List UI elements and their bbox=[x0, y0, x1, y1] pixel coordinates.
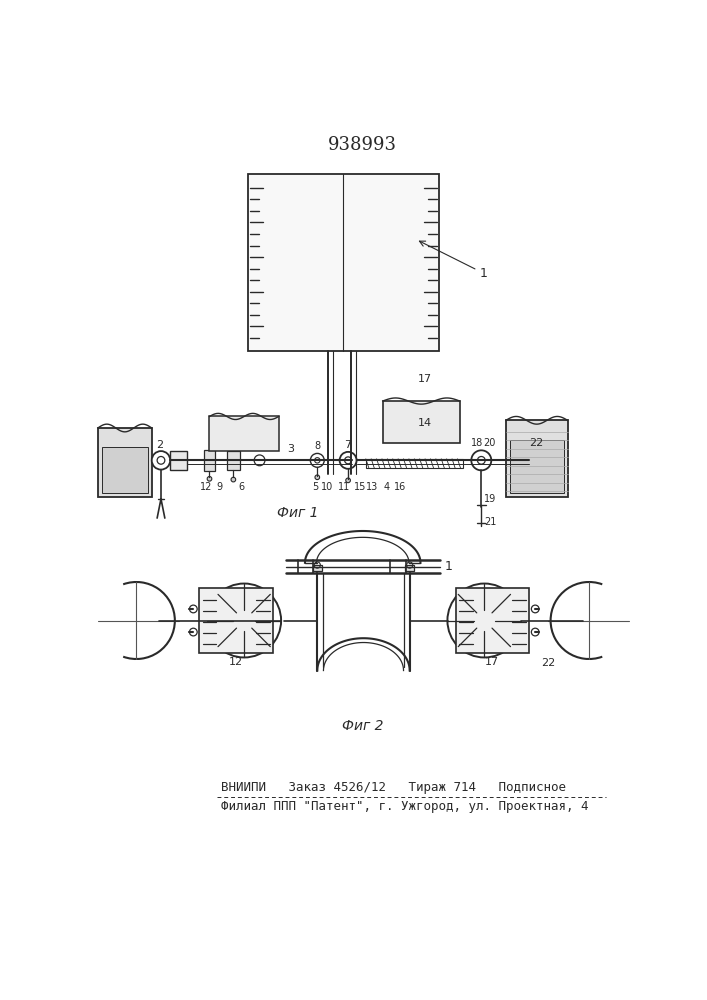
Text: 22: 22 bbox=[541, 658, 556, 668]
Text: 17: 17 bbox=[418, 374, 432, 384]
Circle shape bbox=[472, 450, 491, 470]
Text: 13: 13 bbox=[366, 482, 378, 492]
Text: 6: 6 bbox=[239, 482, 245, 492]
Text: 21: 21 bbox=[484, 517, 497, 527]
Circle shape bbox=[339, 452, 356, 469]
Text: 15: 15 bbox=[354, 482, 366, 492]
Circle shape bbox=[189, 628, 197, 636]
Text: Филиал ППП "Патент", г. Ужгород, ул. Проектная, 4: Филиал ППП "Патент", г. Ужгород, ул. Про… bbox=[221, 800, 588, 813]
Circle shape bbox=[346, 478, 351, 483]
Bar bbox=[312, 565, 322, 571]
Text: 12: 12 bbox=[228, 657, 243, 667]
Text: Фиг 1: Фиг 1 bbox=[277, 506, 319, 520]
Bar bbox=[510, 440, 563, 493]
Text: 3: 3 bbox=[287, 444, 294, 454]
Text: 5: 5 bbox=[312, 482, 319, 492]
Circle shape bbox=[189, 605, 197, 613]
Bar bbox=[170, 451, 187, 470]
Text: 1: 1 bbox=[479, 267, 488, 280]
Bar bbox=[98, 428, 152, 497]
Bar bbox=[248, 174, 439, 351]
Bar bbox=[199, 588, 273, 653]
Text: 8: 8 bbox=[314, 441, 320, 451]
Circle shape bbox=[310, 453, 325, 467]
Bar bbox=[506, 420, 568, 497]
Text: 11: 11 bbox=[338, 482, 351, 492]
Text: 7: 7 bbox=[344, 440, 351, 450]
Circle shape bbox=[207, 584, 281, 657]
Circle shape bbox=[315, 475, 320, 480]
Circle shape bbox=[152, 451, 170, 470]
Bar bbox=[382, 401, 460, 443]
Circle shape bbox=[254, 455, 265, 466]
Circle shape bbox=[532, 628, 539, 636]
Bar bbox=[204, 450, 215, 471]
Bar bbox=[102, 447, 148, 493]
Text: 17: 17 bbox=[485, 657, 499, 667]
Text: 938993: 938993 bbox=[327, 136, 397, 154]
Bar bbox=[366, 459, 463, 468]
Text: 4: 4 bbox=[383, 482, 390, 492]
Text: 16: 16 bbox=[395, 482, 407, 492]
Text: 19: 19 bbox=[484, 494, 496, 504]
Text: 2: 2 bbox=[156, 440, 163, 450]
Circle shape bbox=[231, 477, 235, 482]
Text: 22: 22 bbox=[530, 438, 544, 448]
Text: 10: 10 bbox=[321, 482, 334, 492]
Text: 1: 1 bbox=[444, 560, 452, 573]
Bar bbox=[227, 451, 240, 470]
Bar bbox=[405, 565, 414, 571]
Circle shape bbox=[207, 477, 212, 481]
Text: Фиг 2: Фиг 2 bbox=[342, 719, 383, 733]
Circle shape bbox=[474, 610, 495, 631]
Circle shape bbox=[448, 584, 521, 657]
Text: 9: 9 bbox=[216, 482, 223, 492]
Bar bbox=[456, 588, 529, 653]
Text: 18: 18 bbox=[471, 438, 483, 448]
Circle shape bbox=[233, 610, 255, 631]
Text: ВНИИПИ   Заказ 4526/12   Тираж 714   Подписное: ВНИИПИ Заказ 4526/12 Тираж 714 Подписное bbox=[221, 781, 566, 794]
Text: 12: 12 bbox=[199, 482, 212, 492]
Text: 14: 14 bbox=[418, 418, 432, 428]
Circle shape bbox=[532, 605, 539, 613]
Text: 20: 20 bbox=[483, 438, 495, 448]
Bar bbox=[209, 416, 279, 451]
